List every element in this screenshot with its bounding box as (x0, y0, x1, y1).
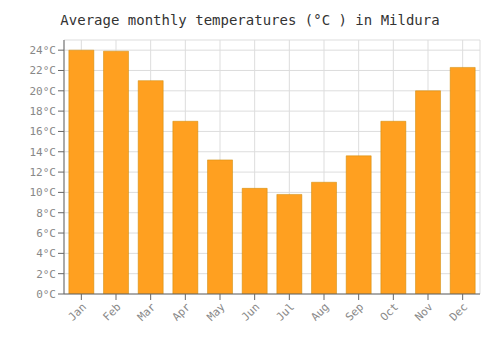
svg-text:Nov: Nov (412, 300, 436, 324)
svg-text:20°C: 20°C (30, 85, 57, 98)
svg-text:4°C: 4°C (36, 247, 56, 260)
svg-text:14°C: 14°C (30, 146, 57, 159)
svg-text:22°C: 22°C (30, 64, 57, 77)
html-text:Average monthly temperatures (: Average monthly temperatures (°C ) in Mi… (60, 12, 440, 28)
svg-text:6°C: 6°C (36, 227, 56, 240)
svg-text:Jan: Jan (66, 300, 89, 323)
svg-text:Dec: Dec (447, 300, 470, 323)
svg-text:Mar: Mar (135, 300, 159, 324)
svg-text:18°C: 18°C (30, 105, 57, 118)
svg-text:Oct: Oct (378, 300, 401, 323)
svg-text:Jul: Jul (274, 300, 297, 323)
svg-text:10°C: 10°C (30, 186, 57, 199)
svg-text:0°C: 0°C (36, 288, 56, 301)
svg-text:2°C: 2°C (36, 268, 56, 281)
svg-text:Aug: Aug (308, 300, 331, 323)
svg-text:Jun: Jun (239, 300, 262, 323)
svg-text:Sep: Sep (343, 300, 366, 323)
svg-text:16°C: 16°C (30, 125, 57, 138)
svg-text:12°C: 12°C (30, 166, 57, 179)
svg-text:Apr: Apr (170, 300, 194, 324)
svg-text:8°C: 8°C (36, 207, 56, 220)
svg-text:Feb: Feb (100, 300, 123, 323)
svg-text:May: May (204, 300, 228, 324)
svg-text:24°C: 24°C (30, 44, 57, 57)
